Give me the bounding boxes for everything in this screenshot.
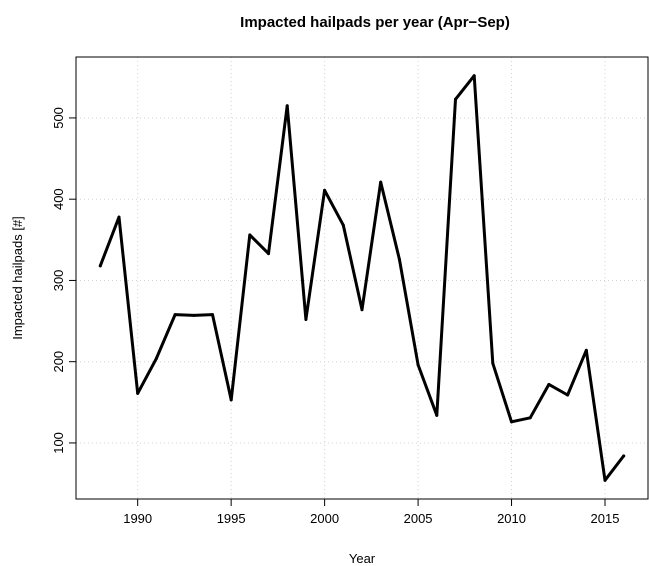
data-point	[304, 317, 308, 321]
data-point	[622, 454, 626, 458]
data-point	[603, 478, 607, 482]
x-tick-label: 1995	[217, 511, 246, 526]
data-point	[136, 391, 140, 395]
data-point	[435, 413, 439, 417]
data-point	[341, 223, 345, 227]
chart-title: Impacted hailpads per year (Apr−Sep)	[240, 14, 510, 31]
data-point	[248, 233, 252, 237]
data-point	[285, 104, 289, 108]
x-tick-label: 2010	[497, 511, 526, 526]
data-point	[566, 393, 570, 397]
data-point	[584, 348, 588, 352]
data-point	[397, 257, 401, 261]
data-point	[323, 188, 327, 192]
x-tick-label: 2000	[310, 511, 339, 526]
x-tick-label: 2005	[404, 511, 433, 526]
y-axis-label: Impacted hailpads [#]	[10, 216, 25, 340]
y-tick-label: 200	[51, 351, 66, 373]
y-tick-label: 100	[51, 432, 66, 454]
data-point	[416, 363, 420, 367]
data-point	[117, 215, 121, 219]
data-point	[98, 264, 102, 268]
x-tick-label: 1990	[123, 511, 152, 526]
y-tick-label: 500	[51, 107, 66, 129]
x-tick-label: 2015	[591, 511, 620, 526]
data-point	[547, 382, 551, 386]
data-point	[472, 74, 476, 78]
data-point	[192, 313, 196, 317]
grid-lines	[76, 57, 648, 499]
series-line	[98, 74, 626, 482]
y-axis: 100 200 300 400 500	[51, 107, 76, 454]
series-group	[98, 74, 626, 482]
data-point	[173, 313, 177, 317]
plot-frame	[75, 56, 649, 500]
data-point	[491, 361, 495, 365]
x-axis: 1990 1995 2000 2005 2010 2015	[123, 499, 619, 526]
data-point	[154, 356, 158, 360]
data-point	[510, 420, 514, 424]
data-point	[528, 416, 532, 420]
y-tick-label: 300	[51, 270, 66, 292]
data-point	[267, 252, 271, 256]
data-point	[210, 313, 214, 317]
y-tick-label: 400	[51, 188, 66, 210]
data-point	[360, 308, 364, 312]
data-point	[229, 398, 233, 402]
x-axis-label: Year	[349, 551, 376, 566]
data-point	[453, 97, 457, 101]
data-point	[379, 180, 383, 184]
